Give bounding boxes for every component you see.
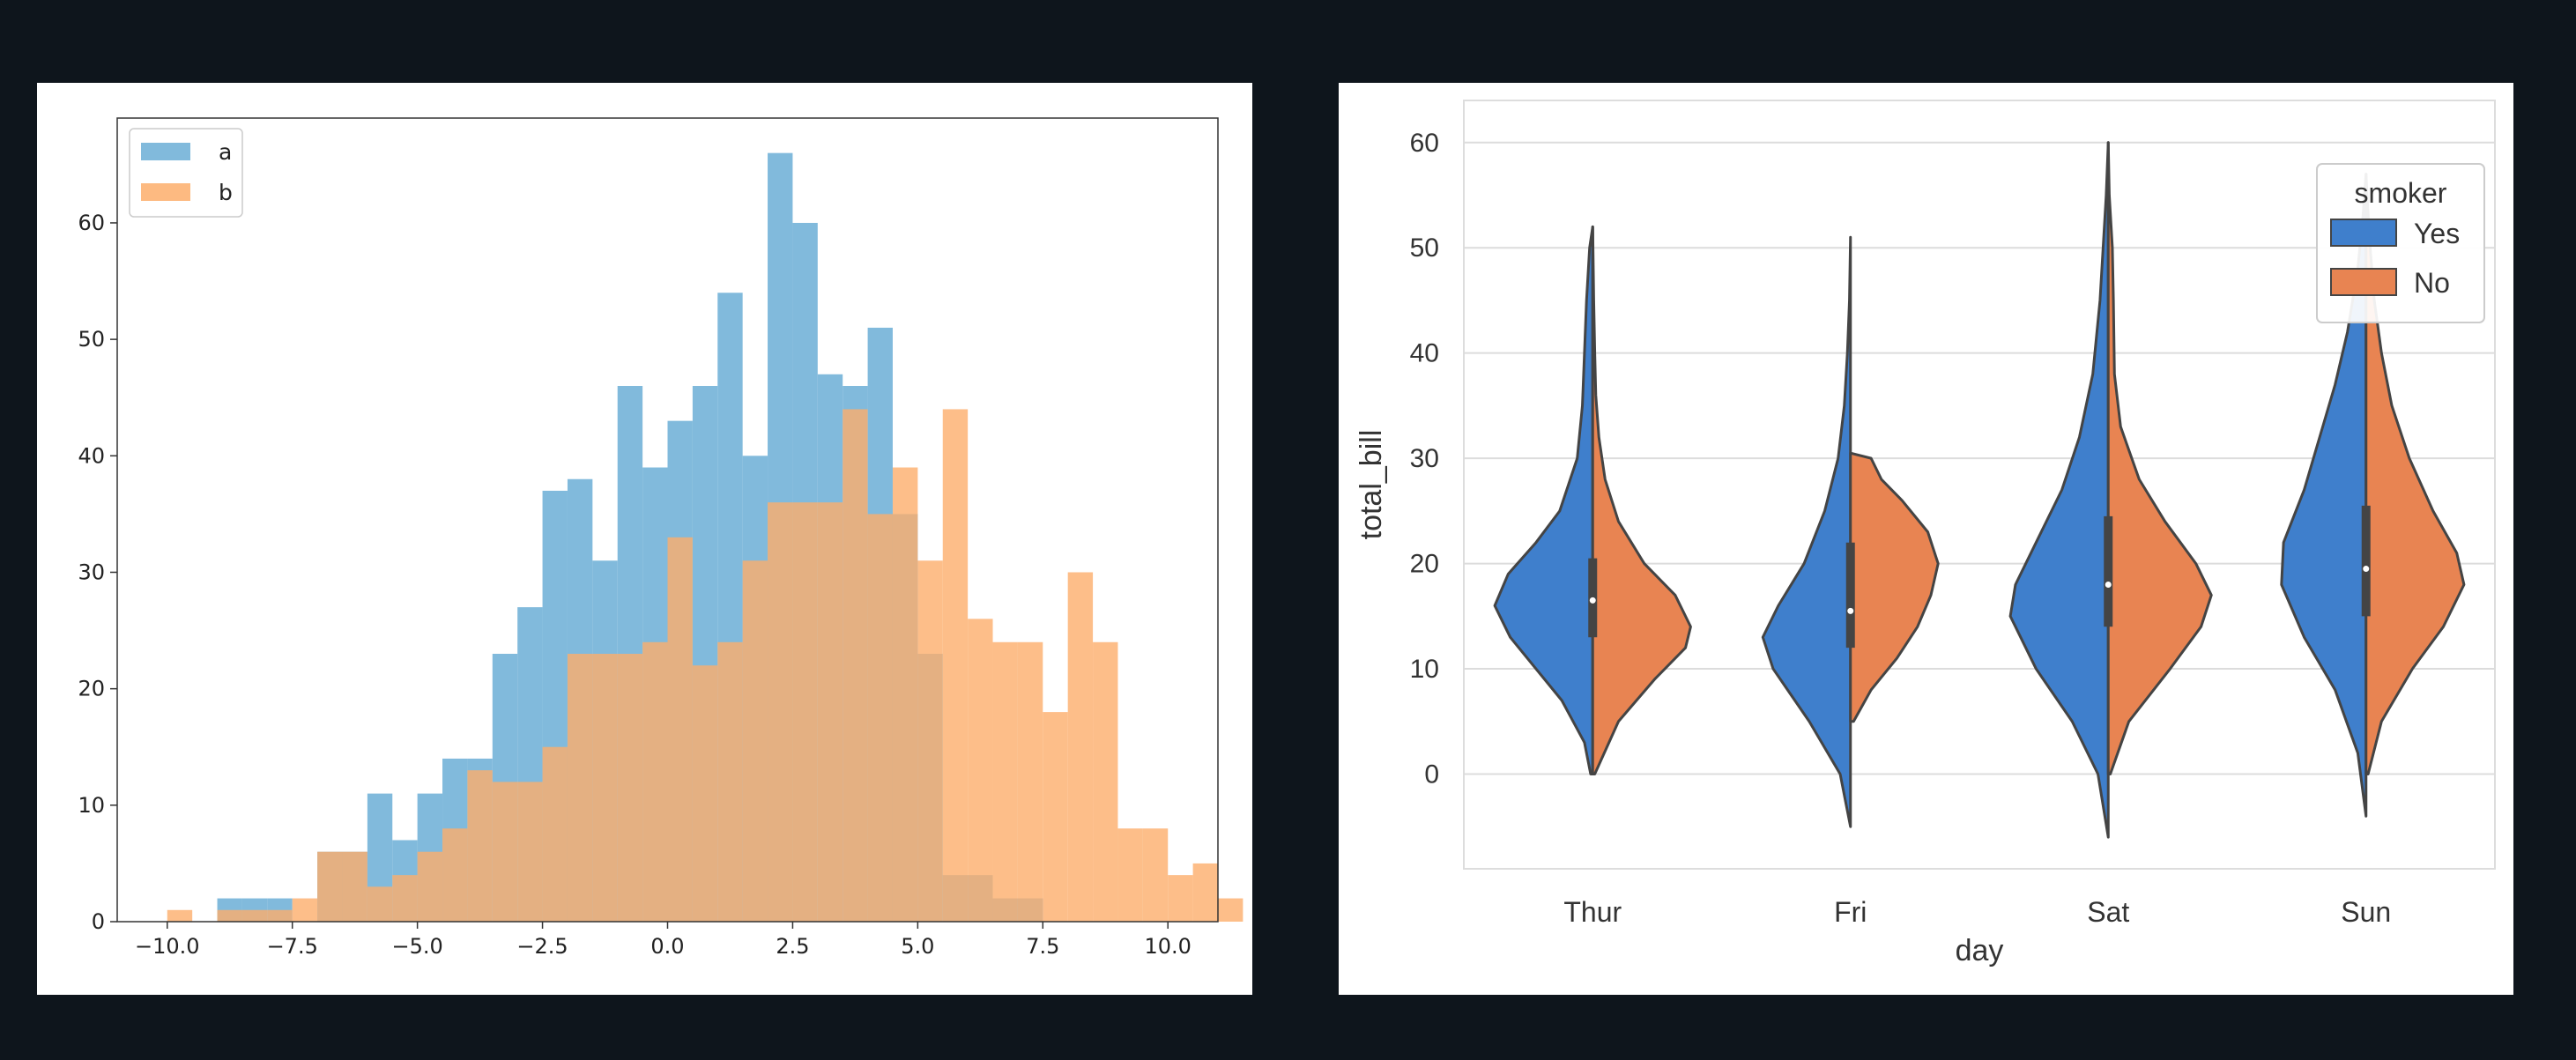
hist-bar-b <box>267 909 293 922</box>
legend-swatch <box>141 183 190 201</box>
legend-swatch <box>2330 268 2397 296</box>
legend: ab <box>129 128 243 218</box>
y-axis-label: total_bill <box>1355 430 1388 540</box>
hist-bar-b <box>1067 572 1094 922</box>
y-tick-label: 10 <box>78 793 105 818</box>
hist-bar-b <box>392 875 418 922</box>
hist-bar-b <box>942 409 969 922</box>
hist-bar-b <box>617 654 643 922</box>
hist-bar-b <box>1117 828 1143 922</box>
legend-swatch <box>2330 219 2397 247</box>
violin-chart: 0 10 20 30 40 50 60 Thur Fri Sat Sun day total_bill s… <box>1355 100 2496 967</box>
legend-label: Yes <box>2414 218 2460 249</box>
histogram-panel: −10.0 −7.5 −5.0 −2.5 0.0 2.5 5.0 7.5 10.0 0 10 20 30… <box>37 83 1252 995</box>
y-tick-label: 50 <box>1410 233 1439 263</box>
legend-swatch <box>141 143 190 160</box>
hist-bar-b <box>292 898 318 922</box>
x-axis-label: day <box>1956 934 2004 967</box>
x-tick-label: 0.0 <box>650 934 684 959</box>
legend-label: b <box>219 180 233 205</box>
x-tick-label: −5.0 <box>391 934 442 959</box>
violin-median <box>2363 566 2370 573</box>
hist-bar-b <box>167 909 193 922</box>
hist-bar-b <box>1142 828 1169 922</box>
hist-bar-b <box>542 746 568 922</box>
x-tick-label: 2.5 <box>776 934 809 959</box>
x-tick-label: 10.0 <box>1145 934 1191 959</box>
violin-half-yes <box>1761 235 1852 828</box>
histogram-chart: −10.0 −7.5 −5.0 −2.5 0.0 2.5 5.0 7.5 10.0 0 10 20 30… <box>78 117 1243 959</box>
y-tick-label: 20 <box>78 677 105 701</box>
x-tick-label: Thur <box>1563 896 1622 928</box>
x-tick-label: 5.0 <box>901 934 934 959</box>
hist-bar-b <box>917 560 943 922</box>
hist-bar-b <box>1093 641 1118 922</box>
violin-half-no <box>1591 225 1692 775</box>
hist-bar-b <box>467 770 493 922</box>
hist-bar-b <box>717 641 743 922</box>
violin-panel: 0 10 20 30 40 50 60 Thur Fri Sat Sun day total_bill s… <box>1339 83 2513 995</box>
hist-bar-b <box>692 665 718 922</box>
hist-bar-b <box>317 851 343 922</box>
violin-median <box>1589 597 1596 604</box>
x-tick-label: −2.5 <box>516 934 568 959</box>
hist-bar-b <box>367 886 393 922</box>
hist-bar-b <box>1218 898 1243 922</box>
hist-bar-b <box>768 502 793 922</box>
hist-bar-b <box>817 502 843 922</box>
hist-bar-b <box>217 909 242 922</box>
hist-bar-b <box>792 502 818 922</box>
hist-bar-b <box>667 537 693 922</box>
hist-bar-b <box>492 782 518 922</box>
x-tick-label: Sun <box>2341 896 2391 928</box>
y-tick-label: 60 <box>78 211 105 235</box>
hist-bar-b <box>517 782 543 922</box>
violin-median <box>1847 607 1854 614</box>
hist-bar-b <box>1192 863 1218 922</box>
y-tick-label: 30 <box>1410 444 1439 473</box>
y-tick-label: 30 <box>78 560 105 584</box>
x-tick-label: Sat <box>2087 896 2129 928</box>
violin-half-no <box>1849 451 1940 723</box>
hist-bar-b <box>992 641 1018 922</box>
x-tick-label: −7.5 <box>267 934 318 959</box>
hist-bar-b <box>417 851 443 922</box>
hist-bar-b <box>892 467 918 922</box>
y-tick-label: 0 <box>1424 760 1439 789</box>
hist-bar-b <box>592 654 618 922</box>
hist-bar-b <box>241 909 268 922</box>
legend-title: smoker <box>2355 177 2447 209</box>
hist-bar-b <box>968 619 993 922</box>
violin-median <box>2105 581 2112 588</box>
legend-label: a <box>219 139 232 165</box>
hist-bar-b <box>1043 712 1068 922</box>
y-tick-label: 50 <box>78 327 105 352</box>
y-tick-label: 40 <box>1410 339 1439 368</box>
violin-half-yes <box>2008 141 2110 839</box>
violin-half-yes <box>1493 225 1594 775</box>
hist-bar-b <box>1017 641 1043 922</box>
hist-bar-b <box>442 828 468 922</box>
hist-bar-b <box>567 654 593 922</box>
y-tick-label: 10 <box>1410 655 1439 684</box>
y-tick-label: 0 <box>92 909 105 934</box>
hist-bar-b <box>867 514 893 922</box>
hist-bar-b <box>642 641 668 922</box>
hist-bar-b <box>742 560 768 922</box>
y-tick-label: 40 <box>78 443 105 468</box>
legend: smoker Yes No <box>2316 163 2485 323</box>
legend-label: No <box>2414 267 2450 299</box>
y-tick-label: 60 <box>1410 129 1439 158</box>
x-tick-label: −10.0 <box>135 934 200 959</box>
x-tick-label: 7.5 <box>1026 934 1059 959</box>
violin-half-no <box>2106 141 2213 775</box>
hist-bar-b <box>1168 875 1193 922</box>
hist-bar-b <box>843 409 868 922</box>
y-tick-label: 20 <box>1410 550 1439 579</box>
x-tick-label: Fri <box>1834 896 1867 928</box>
hist-bar-b <box>342 851 367 922</box>
